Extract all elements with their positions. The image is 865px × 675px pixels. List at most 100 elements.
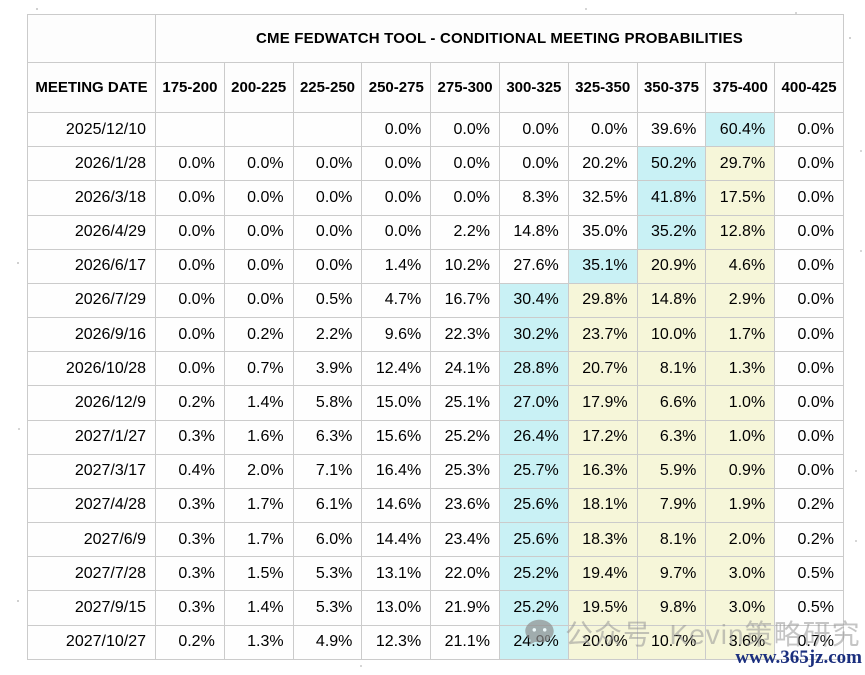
prob-cell: 20.9% <box>637 249 707 284</box>
prob-cell: 1.6% <box>224 420 294 455</box>
prob-cell: 25.2% <box>499 591 569 626</box>
prob-cell: 23.6% <box>431 488 500 524</box>
meeting-date-cell: 2026/7/29 <box>28 283 156 319</box>
prob-cell: 0.0% <box>224 215 294 250</box>
prob-cell: 30.4% <box>499 283 569 319</box>
column-header-325-350: 325-350 <box>568 63 638 113</box>
column-header-meeting-date: MEETING DATE <box>28 63 156 113</box>
prob-cell: 2.0% <box>224 454 294 489</box>
prob-cell: 14.4% <box>362 523 432 558</box>
column-header-225-250: 225-250 <box>293 63 363 113</box>
prob-cell: 0.7% <box>775 625 844 660</box>
prob-cell: 0.0% <box>568 113 638 148</box>
meeting-date-cell: 2025/12/10 <box>28 113 156 148</box>
prob-cell: 3.0% <box>706 557 776 592</box>
prob-cell: 0.0% <box>775 420 844 455</box>
prob-cell: 1.0% <box>706 386 776 421</box>
prob-cell: 6.3% <box>293 420 363 455</box>
prob-cell: 14.6% <box>362 488 432 524</box>
prob-cell: 10.2% <box>431 249 500 284</box>
prob-cell: 23.7% <box>568 318 638 353</box>
prob-cell <box>156 113 225 148</box>
prob-cell: 17.2% <box>568 420 638 455</box>
prob-cell: 1.0% <box>706 420 776 455</box>
prob-cell: 1.7% <box>224 523 294 558</box>
prob-cell: 6.1% <box>293 488 363 524</box>
prob-cell: 22.3% <box>431 318 500 353</box>
prob-cell: 5.3% <box>293 557 363 592</box>
prob-cell: 28.8% <box>499 352 569 387</box>
prob-cell: 25.3% <box>431 454 500 489</box>
table-title: CME FEDWATCH TOOL - CONDITIONAL MEETING … <box>156 15 844 63</box>
prob-cell: 41.8% <box>637 181 707 216</box>
prob-cell: 0.0% <box>156 352 225 387</box>
meeting-date-cell: 2027/1/27 <box>28 420 156 455</box>
column-header-375-400: 375-400 <box>706 63 776 113</box>
prob-cell: 12.3% <box>362 625 432 660</box>
prob-cell: 17.5% <box>706 181 776 216</box>
prob-cell: 0.0% <box>431 147 500 182</box>
prob-cell: 0.0% <box>156 215 225 250</box>
prob-cell: 4.9% <box>293 625 363 660</box>
meeting-date-cell: 2026/6/17 <box>28 249 156 284</box>
prob-cell: 27.6% <box>499 249 569 284</box>
prob-cell: 20.2% <box>568 147 638 182</box>
prob-cell: 5.8% <box>293 386 363 421</box>
prob-cell: 0.3% <box>156 420 225 455</box>
prob-cell: 0.0% <box>431 113 500 148</box>
background-noise <box>0 0 2 2</box>
prob-cell: 1.4% <box>224 591 294 626</box>
prob-cell: 0.0% <box>775 181 844 216</box>
prob-cell: 0.2% <box>224 318 294 353</box>
prob-cell: 50.2% <box>637 147 707 182</box>
prob-cell: 9.6% <box>362 318 432 353</box>
prob-cell: 0.5% <box>775 591 844 626</box>
prob-cell: 0.0% <box>775 113 844 148</box>
prob-cell: 0.0% <box>431 181 500 216</box>
prob-cell: 0.0% <box>224 249 294 284</box>
prob-cell: 7.1% <box>293 454 363 489</box>
prob-cell: 0.0% <box>362 147 432 182</box>
meeting-date-cell: 2026/9/16 <box>28 318 156 353</box>
prob-cell: 0.0% <box>775 283 844 319</box>
prob-cell: 21.9% <box>431 591 500 626</box>
prob-cell: 15.6% <box>362 420 432 455</box>
prob-cell: 15.0% <box>362 386 432 421</box>
prob-cell: 4.6% <box>706 249 776 284</box>
prob-cell: 29.8% <box>568 283 638 319</box>
meeting-date-cell: 2026/3/18 <box>28 181 156 216</box>
prob-cell: 3.0% <box>706 591 776 626</box>
prob-cell: 60.4% <box>706 113 776 148</box>
prob-cell: 1.7% <box>706 318 776 353</box>
prob-cell: 0.2% <box>775 523 844 558</box>
prob-cell: 12.8% <box>706 215 776 250</box>
prob-cell: 0.0% <box>156 283 225 319</box>
prob-cell: 0.0% <box>224 283 294 319</box>
prob-cell: 25.6% <box>499 488 569 524</box>
prob-cell: 13.1% <box>362 557 432 592</box>
prob-cell: 0.0% <box>362 113 432 148</box>
prob-cell: 6.3% <box>637 420 707 455</box>
prob-cell: 0.5% <box>293 283 363 319</box>
prob-cell: 0.0% <box>775 249 844 284</box>
prob-cell: 3.6% <box>706 625 776 660</box>
column-header-350-375: 350-375 <box>637 63 707 113</box>
prob-cell: 20.7% <box>568 352 638 387</box>
meeting-date-cell: 2026/10/28 <box>28 352 156 387</box>
table-corner-cell <box>28 15 156 63</box>
prob-cell: 35.0% <box>568 215 638 250</box>
prob-cell: 1.7% <box>224 488 294 524</box>
prob-cell: 10.7% <box>637 625 707 660</box>
prob-cell: 0.0% <box>293 215 363 250</box>
prob-cell: 5.9% <box>637 454 707 489</box>
prob-cell: 17.9% <box>568 386 638 421</box>
prob-cell: 30.2% <box>499 318 569 353</box>
prob-cell: 0.0% <box>293 147 363 182</box>
column-header-250-275: 250-275 <box>362 63 432 113</box>
prob-cell: 25.6% <box>499 523 569 558</box>
prob-cell: 0.3% <box>156 488 225 524</box>
prob-cell: 0.0% <box>156 147 225 182</box>
prob-cell: 0.0% <box>775 386 844 421</box>
prob-cell: 3.9% <box>293 352 363 387</box>
site-url-watermark: www.365jz.com <box>735 647 862 668</box>
